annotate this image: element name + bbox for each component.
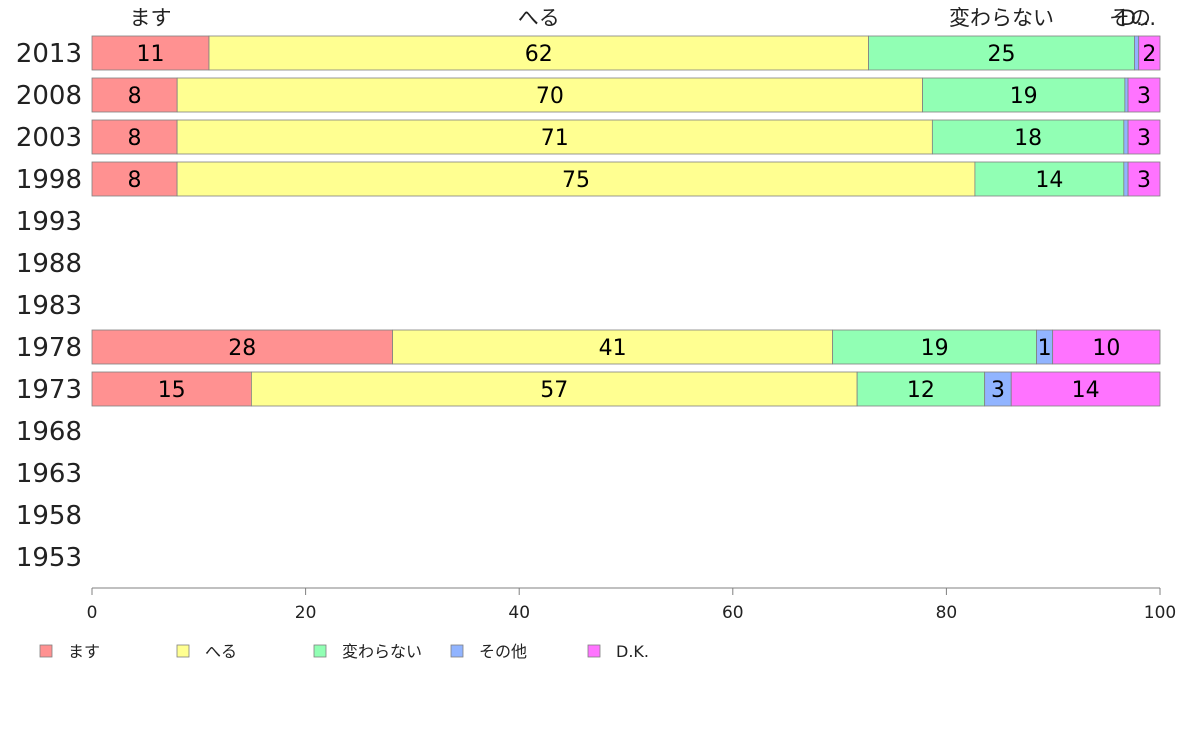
data-label-2013-series-5: 2: [1142, 42, 1156, 67]
column-header-label-1: ます: [130, 6, 172, 30]
data-label-2013-series-2: 62: [525, 42, 553, 67]
bar-1973-series-3: [856, 371, 986, 407]
column-header-labels: ます へる 変わらない そのD...: [130, 6, 1157, 30]
data-label-1978-series-5: 10: [1092, 336, 1120, 361]
bar-1978-series-5: [1052, 329, 1161, 365]
bar-2003-series-5: [1127, 119, 1161, 155]
bar-2013-series-2: [208, 35, 869, 71]
data-label-2013-series-1: 11: [137, 42, 165, 67]
x-tick-label-0: 0: [87, 603, 98, 623]
category-label-1998: 1998: [16, 165, 82, 195]
column-header-label-2: へる: [518, 6, 560, 30]
bar-1973-series-4: [984, 371, 1012, 407]
bar-1998-series-4: [1123, 161, 1129, 197]
x-axis: 0 20 40 60 80 100: [87, 587, 1176, 623]
bar-2003-series-4: [1123, 119, 1129, 155]
bar-2008-series-5: [1127, 77, 1161, 113]
bar-1978-series-3: [832, 329, 1037, 365]
bar-2003-series-1: [91, 119, 178, 155]
data-label-2008-series-1: 8: [128, 84, 142, 109]
data-label-1998-series-5: 3: [1137, 168, 1151, 193]
legend-label-1: ます: [68, 642, 100, 661]
data-label-1978-series-2: 41: [599, 336, 627, 361]
category-label-1988: 1988: [16, 249, 82, 279]
category-label-1978: 1978: [16, 333, 82, 363]
category-label-2013: 2013: [16, 39, 82, 69]
column-header-label-4: その: [1109, 6, 1151, 30]
category-label-1973: 1973: [16, 375, 82, 405]
data-label-2013-series-3: 25: [988, 42, 1016, 67]
bar-2008-series-2: [176, 77, 923, 113]
x-tick-label-60: 60: [722, 603, 744, 623]
category-label-2003: 2003: [16, 123, 82, 153]
bar-1973-series-2: [250, 371, 858, 407]
legend-label-4: その他: [479, 642, 527, 661]
data-label-1973-series-5: 14: [1072, 378, 1100, 403]
category-label-1983: 1983: [16, 291, 82, 321]
bar-2008-series-4: [1124, 77, 1129, 113]
data-label-1973-series-1: 15: [158, 378, 186, 403]
column-header-label-3: 変わらない: [949, 6, 1054, 30]
category-label-1953: 1953: [16, 543, 82, 573]
legend-label-3: 変わらない: [342, 642, 422, 661]
data-label-1973-series-2: 57: [540, 378, 568, 403]
data-label-1978-series-4: 1: [1038, 336, 1052, 361]
bar-1998-series-3: [974, 161, 1125, 197]
data-label-2008-series-2: 70: [536, 84, 564, 109]
column-header-label-5: D...: [1120, 6, 1156, 30]
data-label-2008-series-3: 19: [1010, 84, 1038, 109]
bar-1998-series-5: [1127, 161, 1161, 197]
category-label-1963: 1963: [16, 459, 82, 489]
bar-2013-series-4: [1134, 35, 1140, 71]
bar-2013-series-3: [868, 35, 1135, 71]
data-label-2003-series-5: 3: [1137, 126, 1151, 151]
bar-1973-series-5: [1010, 371, 1161, 407]
legend-swatch-1: [39, 644, 53, 658]
data-label-1998-series-2: 75: [562, 168, 590, 193]
data-label-1973-series-4: 3: [991, 378, 1005, 403]
bar-2003-series-3: [931, 119, 1125, 155]
data-label-2003-series-3: 18: [1014, 126, 1042, 151]
data-label-1998-series-1: 8: [128, 168, 142, 193]
data-label-2003-series-1: 8: [128, 126, 142, 151]
bar-1998-series-1: [91, 161, 178, 197]
legend-label-5: D.K.: [616, 642, 649, 661]
category-label-1968: 1968: [16, 417, 82, 447]
legend-label-2: へる: [205, 642, 237, 661]
bar-2008-series-1: [91, 77, 178, 113]
legend-swatch-3: [313, 644, 327, 658]
category-label-1958: 1958: [16, 501, 82, 531]
bar-1998-series-2: [176, 161, 976, 197]
x-tick-label-100: 100: [1144, 603, 1176, 623]
data-label-1978-series-3: 19: [921, 336, 949, 361]
bar-2003-series-2: [176, 119, 933, 155]
data-label-2003-series-2: 71: [541, 126, 569, 151]
category-labels: 2013 2008 2003 1998 1993 1988 1983 1978 1973 1968…: [16, 39, 82, 573]
bar-2013-series-5: [1138, 35, 1161, 71]
data-label-1998-series-3: 14: [1035, 168, 1063, 193]
data-label-2008-series-5: 3: [1137, 84, 1151, 109]
x-tick-label-20: 20: [295, 603, 317, 623]
legend-swatch-2: [176, 644, 190, 658]
data-label-1978-series-1: 28: [228, 336, 256, 361]
bar-2008-series-3: [922, 77, 1126, 113]
bar-2013-series-1: [91, 35, 210, 71]
category-label-1993: 1993: [16, 207, 82, 237]
category-label-2008: 2008: [16, 81, 82, 111]
x-tick-label-40: 40: [508, 603, 530, 623]
legend: ます へる 変わらない その他 D.K.: [39, 642, 649, 661]
legend-swatch-5: [587, 644, 601, 658]
data-label-1973-series-3: 12: [907, 378, 935, 403]
x-tick-label-80: 80: [936, 603, 958, 623]
bar-1978-series-2: [392, 329, 834, 365]
legend-swatch-4: [450, 644, 464, 658]
